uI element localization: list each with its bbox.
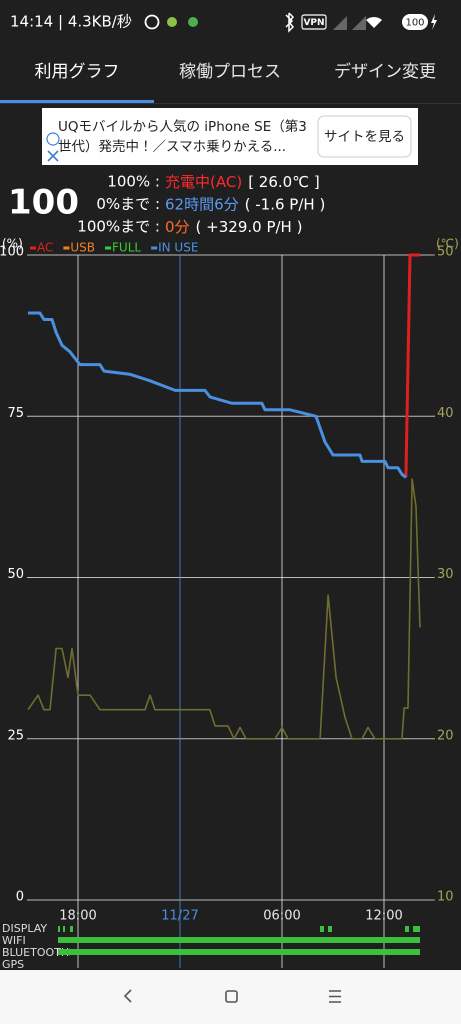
activity-bar [405,926,409,932]
status-value: 充電中(AC) [165,173,242,191]
activity-bar [63,926,65,932]
y-tick-label: 50 [7,567,24,582]
activity-label: BLUETOOTH [2,946,69,959]
activity-bar [413,926,420,932]
y-tick-label: 100 [0,245,24,260]
nav-recents[interactable] [329,990,341,1003]
y-tick-label: 75 [7,406,24,421]
ad-info-icon[interactable] [46,132,60,146]
nav-back[interactable] [123,989,132,1003]
charging-icon [431,14,437,30]
tab-indicator [0,100,154,103]
activity-rows: DISPLAY WIFI BLUETOOTH GPS [2,922,69,971]
nav-bar [0,970,461,1024]
activity-bar [58,949,420,955]
status-value: 0分 [165,218,190,236]
nav-home[interactable] [225,990,238,1003]
tab[interactable]: 利用グラフ [35,62,120,82]
y2-tick-label: 10 [437,890,454,905]
status-value: 62時間6分 [165,195,239,213]
status-lines: 100% : 充電中(AC) [ 26.0℃ ] 0%まで : 62時間6分 ( -1.6… [77,173,325,236]
bluetooth-icon [285,12,295,33]
series-line [404,253,420,478]
activity-bars [58,926,420,955]
vpn-label: VPN [303,18,324,28]
y2-tick-label: 20 [437,728,454,743]
y-tick-label: 25 [7,728,24,743]
activity-label: DISPLAY [2,922,47,935]
chart: 0 25 50 75 100 10 20 30 40 50 18:00 11/27 06:00 12:00… [0,237,459,968]
status-detail: [ 26.0℃ ] [248,173,319,191]
y2-tick-label: 50 [437,245,454,260]
x-tick-label: 12:00 [365,909,402,924]
y2-axis-label: (℃) [436,237,459,251]
status-time: 14:14 | 4.3KB/秒 [10,13,132,31]
series-line [28,311,407,479]
legend-label: FULL [112,241,141,255]
battery-pill [402,14,428,30]
status-detail: ( -1.6 P/H ) [245,195,326,213]
series-line [27,478,421,740]
wifi-icon [366,16,382,28]
activity-label: WIFI [2,934,26,947]
x-tick-label: 11/27 [161,909,198,924]
y2-tick-label: 30 [437,567,454,582]
activity-bar [70,926,73,932]
app-icon [167,17,177,27]
activity-bar [58,937,420,943]
activity-bar [328,926,332,932]
y-tick-label: 0 [16,890,24,905]
ad-text: 世代）発売中！／スマホ乗りかえる... [58,139,286,155]
signal-icon [352,16,366,30]
activity-bar [58,926,60,932]
battery-level: 100 [8,183,79,223]
ad-close-icon[interactable] [47,150,59,162]
x-tick-label: 18:00 [59,909,96,924]
legend-label: IN USE [158,241,198,255]
ad-text: UQモバイルから人気の iPhone SE（第3 [58,118,307,135]
status-label: 0%まで : [96,195,160,213]
activity-label: GPS [2,958,24,971]
alarm-icon [144,14,160,30]
x-tick-label: 06:00 [263,909,300,924]
legend-label: AC [37,241,53,255]
status-detail: ( +329.0 P/H ) [196,218,303,236]
app-icon [188,17,198,27]
signal-icon [333,16,347,30]
battery-label: 100 [405,18,424,29]
ad-button-label[interactable]: サイトを見る [324,129,405,145]
activity-bar [320,926,324,932]
vpn-box [301,14,327,30]
y-axis-label: (%) [2,237,23,251]
tab-divider [0,103,461,104]
legend-label: USB [70,241,95,255]
ad-button[interactable] [317,115,412,158]
status-label: 100%まで : [77,218,160,236]
status-value-line: 0分 ( +329.0 P/H ) [165,218,302,236]
status-label: 100% : [107,173,160,191]
tab[interactable]: 稼働プロセス [179,62,281,82]
tab[interactable]: デザイン変更 [334,61,436,82]
status-value-line: 62時間6分 ( -1.6 P/H ) [165,195,325,213]
status-value-line: 充電中(AC) [ 26.0℃ ] [165,173,320,191]
y2-tick-label: 40 [437,406,454,421]
